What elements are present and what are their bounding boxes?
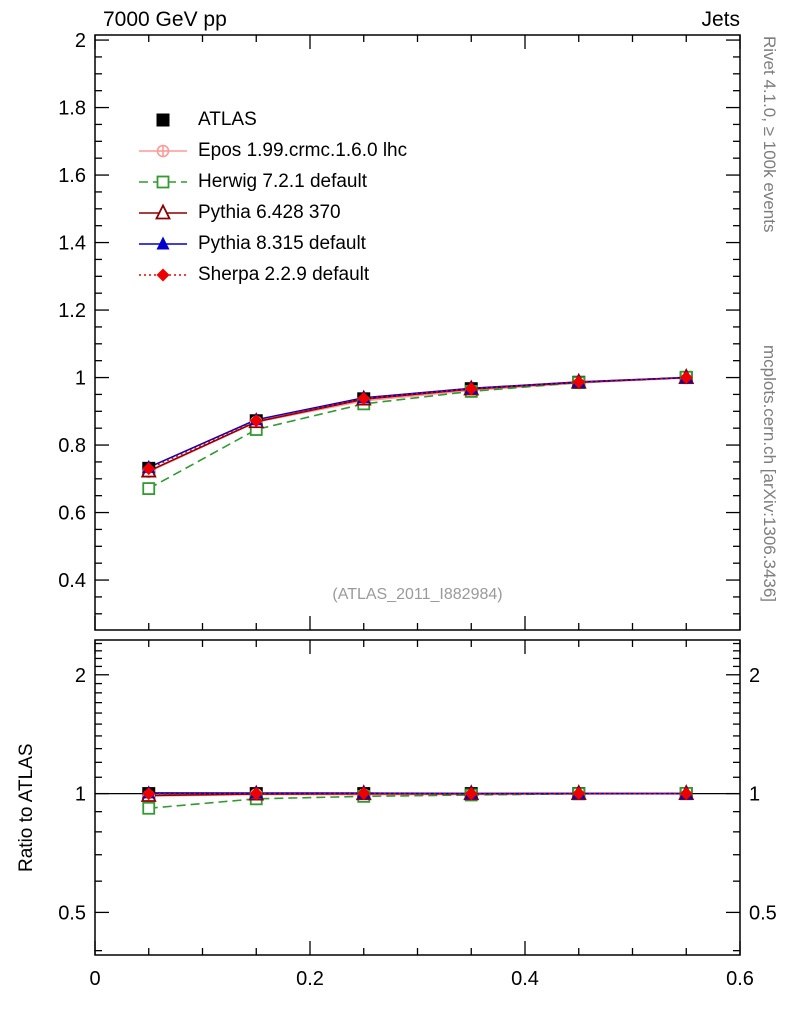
ratio-axis-label: Ratio to ATLAS bbox=[16, 743, 37, 873]
legend-label: Herwig 7.2.1 default bbox=[198, 170, 367, 192]
marker-triangle-open bbox=[155, 202, 171, 219]
legend-item: Pythia 8.315 default bbox=[138, 228, 407, 259]
marker-square-open bbox=[142, 801, 156, 815]
marker-square-filled bbox=[156, 113, 170, 126]
marker-diamond-filled bbox=[357, 786, 371, 800]
marker-diamond-filled bbox=[142, 787, 156, 801]
y-tick-label: 0.8 bbox=[58, 435, 86, 457]
y-tick-label: 1.2 bbox=[58, 300, 86, 322]
analysis-watermark: (ATLAS_2011_I882984) bbox=[332, 586, 503, 603]
series-line bbox=[148, 792, 687, 795]
series-line bbox=[148, 377, 687, 473]
x-tick-label: 0.6 bbox=[726, 968, 754, 990]
legend-sample bbox=[139, 144, 187, 157]
y-tick-label: 1.8 bbox=[58, 98, 86, 120]
y-tick-label: 2 bbox=[749, 665, 760, 687]
legend-item: Epos 1.99.crmc.1.6.0 lhc bbox=[138, 135, 407, 166]
mcplots-attribution-label: mcplots.cern.ch [arXiv:1306.3436] bbox=[760, 345, 779, 603]
marker-diamond-filled bbox=[572, 375, 586, 389]
legend-label: Epos 1.99.crmc.1.6.0 lhc bbox=[198, 139, 408, 161]
marker-diamond-filled bbox=[142, 462, 156, 476]
marker-diamond-filled bbox=[679, 371, 693, 385]
legend-label: Pythia 8.315 default bbox=[198, 232, 366, 254]
marker-diamond-filled bbox=[464, 787, 478, 801]
y-tick-label: 1.6 bbox=[58, 165, 86, 187]
marker-diamond-filled bbox=[679, 787, 693, 801]
series-line bbox=[148, 792, 687, 810]
legend-item: ATLAS bbox=[138, 104, 407, 135]
series-line bbox=[148, 376, 687, 472]
legend-item: Sherpa 2.2.9 default bbox=[138, 259, 407, 290]
y-tick-label: 1 bbox=[749, 784, 760, 806]
y-tick-label: 0.6 bbox=[58, 503, 86, 525]
legend-sample bbox=[139, 236, 187, 249]
y-tick-label: 0.4 bbox=[58, 570, 86, 592]
legend-label: Pythia 6.428 370 bbox=[198, 201, 341, 223]
legend-label: Sherpa 2.2.9 default bbox=[198, 263, 370, 285]
beam-title: 7000 GeV pp bbox=[103, 8, 227, 31]
marker-diamond-filled bbox=[464, 382, 478, 396]
marker-square-open bbox=[142, 482, 156, 495]
y-tick-label: 0.5 bbox=[58, 902, 86, 924]
marker-diamond-filled bbox=[156, 268, 170, 281]
legend-sample bbox=[139, 175, 187, 188]
series-line bbox=[148, 376, 687, 469]
legend-item: Herwig 7.2.1 default bbox=[138, 166, 407, 197]
marker-diamond-filled bbox=[249, 787, 263, 801]
x-tick-label: 0.4 bbox=[511, 968, 539, 990]
marker-circle-plus-open bbox=[156, 144, 170, 157]
y-tick-label: 1 bbox=[75, 368, 86, 390]
legend-sample bbox=[139, 202, 187, 219]
legend: ATLAS Epos 1.99.crmc.1.6.0 lhc Herwig 7.2.… bbox=[138, 104, 407, 290]
marker-triangle-filled bbox=[156, 236, 170, 249]
x-tick-label: 0.2 bbox=[296, 968, 324, 990]
legend-sample bbox=[139, 268, 187, 281]
rivet-version-label: Rivet 4.1.0, ≥ 100k events bbox=[760, 36, 779, 233]
legend-item: Pythia 6.428 370 bbox=[138, 197, 407, 228]
marker-square-open bbox=[156, 175, 170, 188]
y-tick-label: 0.5 bbox=[749, 902, 777, 924]
y-tick-label: 2 bbox=[75, 665, 86, 687]
y-tick-label: 1.4 bbox=[58, 233, 86, 255]
marker-diamond-filled bbox=[357, 391, 371, 405]
legend-sample bbox=[156, 113, 170, 126]
marker-diamond-filled bbox=[572, 786, 586, 800]
marker-diamond-filled bbox=[249, 414, 263, 428]
series-line bbox=[148, 376, 687, 470]
x-tick-label: 0 bbox=[89, 968, 100, 990]
y-tick-label: 1 bbox=[75, 784, 86, 806]
legend-label: ATLAS bbox=[198, 108, 257, 130]
y-tick-label: 2 bbox=[75, 30, 86, 52]
observable-title: Jets bbox=[701, 8, 740, 31]
